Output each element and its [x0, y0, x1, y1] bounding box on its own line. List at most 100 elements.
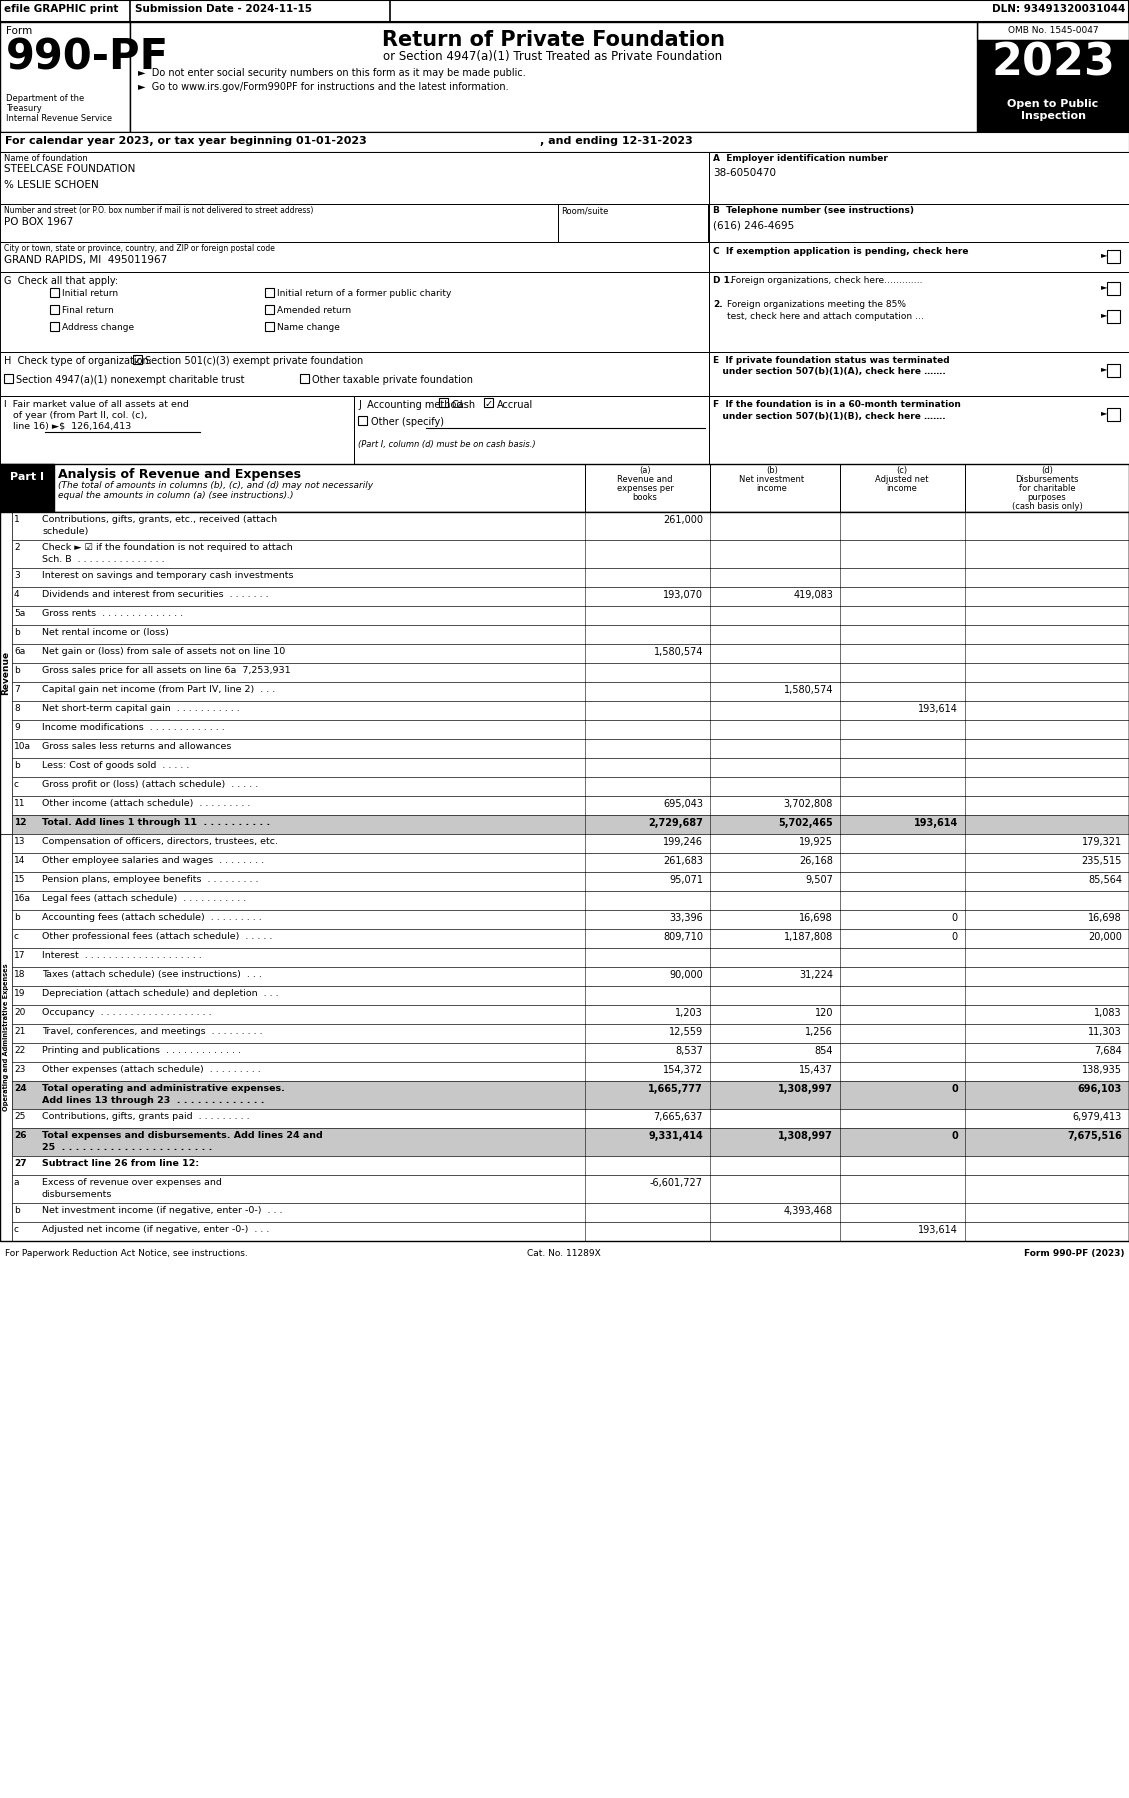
Bar: [0, 22, 1129, 131]
Bar: [12, 967, 1129, 985]
Text: Amended return: Amended return: [277, 306, 351, 315]
Text: Compensation of officers, directors, trustees, etc.: Compensation of officers, directors, tru…: [42, 838, 278, 847]
Text: 15: 15: [14, 876, 26, 885]
Text: A  Employer identification number: A Employer identification number: [714, 155, 887, 164]
Bar: [12, 1081, 1129, 1109]
Bar: [300, 374, 309, 383]
Text: H  Check type of organization:: H Check type of organization:: [5, 356, 152, 367]
Bar: [12, 1223, 1129, 1241]
Text: Subtract line 26 from line 12:: Subtract line 26 from line 12:: [42, 1160, 199, 1169]
Text: Treasury: Treasury: [6, 104, 42, 113]
Text: 7,665,637: 7,665,637: [654, 1111, 703, 1122]
Bar: [130, 22, 977, 131]
Text: Other (specify): Other (specify): [371, 417, 444, 426]
Text: 11: 11: [14, 798, 26, 807]
Text: Initial return of a former public charity: Initial return of a former public charit…: [277, 289, 452, 298]
Text: income: income: [886, 484, 918, 493]
Bar: [50, 288, 59, 297]
Text: Other expenses (attach schedule)  . . . . . . . . .: Other expenses (attach schedule) . . . .…: [42, 1064, 261, 1073]
Text: Revenue: Revenue: [1, 651, 10, 696]
Text: , and ending 12-31-2023: , and ending 12-31-2023: [540, 137, 693, 146]
Text: Open to Public: Open to Public: [1007, 99, 1099, 110]
Bar: [12, 872, 1129, 892]
Text: Total. Add lines 1 through 11  . . . . . . . . . .: Total. Add lines 1 through 11 . . . . . …: [42, 818, 270, 827]
Text: Occupancy  . . . . . . . . . . . . . . . . . . .: Occupancy . . . . . . . . . . . . . . . …: [42, 1009, 211, 1018]
Bar: [0, 22, 130, 131]
Text: Less: Cost of goods sold  . . . . .: Less: Cost of goods sold . . . . .: [42, 761, 190, 770]
Text: 33,396: 33,396: [669, 913, 703, 922]
Text: purposes: purposes: [1027, 493, 1067, 502]
Text: 22: 22: [14, 1046, 25, 1055]
Text: 13: 13: [14, 838, 26, 847]
Text: under section 507(b)(1)(B), check here …….: under section 507(b)(1)(B), check here ……: [714, 412, 946, 421]
Bar: [709, 203, 1129, 243]
Text: disbursements: disbursements: [42, 1190, 113, 1199]
Text: 4,393,468: 4,393,468: [784, 1206, 833, 1215]
Text: Foreign organizations meeting the 85%: Foreign organizations meeting the 85%: [727, 300, 905, 309]
Text: 27: 27: [14, 1160, 27, 1169]
Text: 2: 2: [14, 543, 19, 552]
Text: 8: 8: [14, 705, 19, 714]
Text: Name change: Name change: [277, 324, 340, 333]
Text: Capital gain net income (from Part IV, line 2)  . . .: Capital gain net income (from Part IV, l…: [42, 685, 275, 694]
Bar: [12, 1025, 1129, 1043]
Text: G  Check all that apply:: G Check all that apply:: [5, 277, 119, 286]
Text: Accrual: Accrual: [497, 399, 533, 410]
Bar: [12, 644, 1129, 663]
Bar: [12, 1156, 1129, 1176]
Text: F  If the foundation is in a 60-month termination: F If the foundation is in a 60-month ter…: [714, 399, 961, 408]
Bar: [12, 663, 1129, 681]
Text: 193,614: 193,614: [918, 1224, 959, 1235]
Bar: [12, 948, 1129, 967]
Text: 3,702,808: 3,702,808: [784, 798, 833, 809]
Bar: [0, 153, 709, 203]
Text: equal the amounts in column (a) (see instructions).): equal the amounts in column (a) (see ins…: [58, 491, 294, 500]
Text: 1,187,808: 1,187,808: [784, 931, 833, 942]
Bar: [484, 397, 493, 406]
Text: -6,601,727: -6,601,727: [650, 1178, 703, 1188]
Text: 19,925: 19,925: [799, 838, 833, 847]
Text: b: b: [14, 913, 19, 922]
Text: 26: 26: [14, 1131, 26, 1140]
Text: 16,698: 16,698: [1088, 913, 1122, 922]
Text: (616) 246-4695: (616) 246-4695: [714, 219, 794, 230]
Text: 1: 1: [14, 514, 19, 523]
Text: Interest  . . . . . . . . . . . . . . . . . . . .: Interest . . . . . . . . . . . . . . . .…: [42, 951, 202, 960]
Text: Taxes (attach schedule) (see instructions)  . . .: Taxes (attach schedule) (see instruction…: [42, 969, 262, 978]
Text: 120: 120: [814, 1009, 833, 1018]
Text: or Section 4947(a)(1) Trust Treated as Private Foundation: or Section 4947(a)(1) Trust Treated as P…: [384, 50, 723, 63]
Text: b: b: [14, 665, 19, 674]
Text: Gross profit or (loss) (attach schedule)  . . . . .: Gross profit or (loss) (attach schedule)…: [42, 780, 259, 789]
Text: 2023: 2023: [991, 41, 1115, 85]
Bar: [12, 1203, 1129, 1223]
Text: Other employee salaries and wages  . . . . . . . .: Other employee salaries and wages . . . …: [42, 856, 264, 865]
Bar: [358, 415, 367, 424]
Text: 1,203: 1,203: [675, 1009, 703, 1018]
Text: Department of the: Department of the: [6, 93, 85, 102]
Text: 25  . . . . . . . . . . . . . . . . . . . . . .: 25 . . . . . . . . . . . . . . . . . . .…: [42, 1144, 212, 1153]
Text: For calendar year 2023, or tax year beginning 01-01-2023: For calendar year 2023, or tax year begi…: [5, 137, 367, 146]
Text: Gross sales less returns and allowances: Gross sales less returns and allowances: [42, 743, 231, 752]
Text: Sch. B  . . . . . . . . . . . . . . .: Sch. B . . . . . . . . . . . . . . .: [42, 556, 165, 565]
Bar: [12, 985, 1129, 1005]
Text: E  If private foundation status was terminated: E If private foundation status was termi…: [714, 356, 949, 365]
Text: books: books: [632, 493, 657, 502]
Text: 7,684: 7,684: [1094, 1046, 1122, 1055]
Text: 0: 0: [952, 931, 959, 942]
Bar: [0, 396, 355, 464]
Text: Internal Revenue Service: Internal Revenue Service: [6, 113, 112, 122]
Bar: [558, 203, 708, 243]
Text: ►: ►: [1101, 309, 1108, 318]
Bar: [1108, 309, 1120, 324]
Text: Contributions, gifts, grants, etc., received (attach: Contributions, gifts, grants, etc., rece…: [42, 514, 277, 523]
Text: 138,935: 138,935: [1082, 1064, 1122, 1075]
Text: Cash: Cash: [452, 399, 476, 410]
Text: schedule): schedule): [42, 527, 88, 536]
Bar: [709, 352, 1129, 396]
Text: Net investment: Net investment: [739, 475, 805, 484]
Text: Final return: Final return: [62, 306, 114, 315]
Text: Check ► ☑ if the foundation is not required to attach: Check ► ☑ if the foundation is not requi…: [42, 543, 292, 552]
Bar: [12, 1005, 1129, 1025]
Bar: [355, 396, 709, 464]
Bar: [977, 40, 1129, 95]
